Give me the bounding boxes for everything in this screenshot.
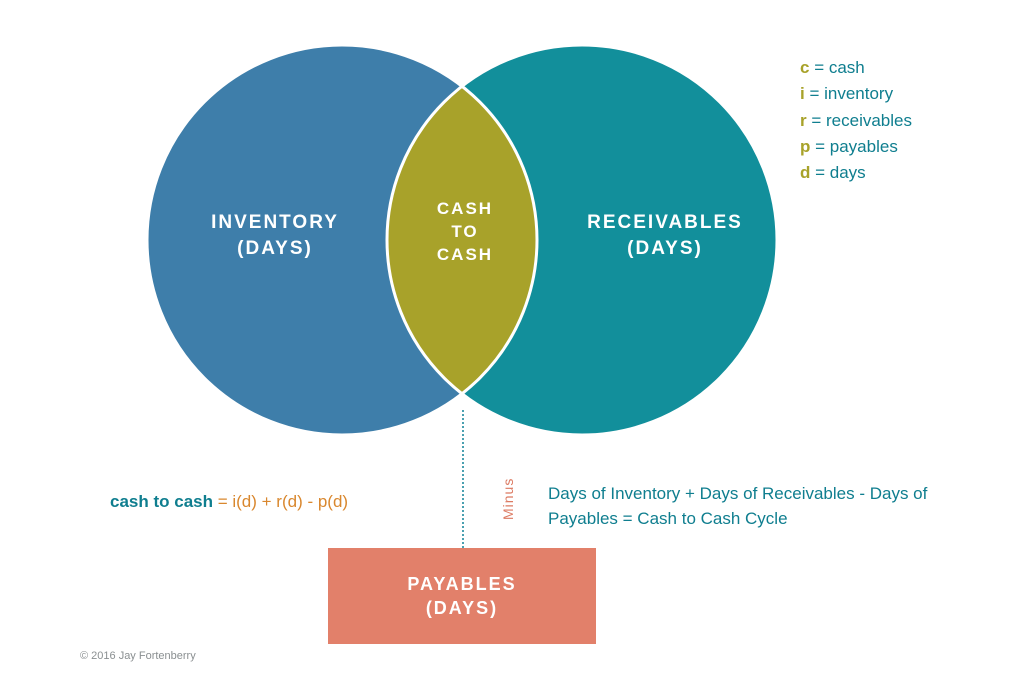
legend: c = cashi = inventoryr = receivablesp = …	[800, 55, 912, 187]
receivables-label: RECEIVABLES (DAYS)	[565, 210, 765, 261]
cash-to-cash-label: CASH TO CASH	[430, 198, 500, 267]
minus-label: Minus	[500, 478, 516, 520]
legend-def: = days	[810, 163, 865, 182]
formula-lhs: cash to cash	[110, 492, 213, 511]
legend-row: d = days	[800, 160, 912, 186]
legend-row: r = receivables	[800, 108, 912, 134]
connector-line	[462, 410, 464, 548]
formula-rhs: = i(d) + r(d) - p(d)	[213, 492, 348, 511]
legend-key: d	[800, 163, 810, 182]
diagram-stage: INVENTORY (DAYS) RECEIVABLES (DAYS) CASH…	[0, 0, 1024, 686]
legend-def: = payables	[810, 137, 897, 156]
payables-label-line1: PAYABLES	[407, 574, 516, 594]
cash-to-cash-line2: TO	[451, 222, 478, 241]
legend-row: i = inventory	[800, 81, 912, 107]
cash-to-cash-line1: CASH	[437, 199, 493, 218]
legend-def: = receivables	[807, 111, 912, 130]
receivables-label-line2: (DAYS)	[627, 238, 703, 259]
inventory-label-line1: INVENTORY	[211, 212, 339, 233]
payables-label-line2: (DAYS)	[426, 598, 498, 618]
legend-row: c = cash	[800, 55, 912, 81]
payables-box: PAYABLES (DAYS)	[328, 548, 596, 644]
receivables-label-line1: RECEIVABLES	[587, 212, 743, 233]
legend-row: p = payables	[800, 134, 912, 160]
explanation-text: Days of Inventory + Days of Receivables …	[548, 482, 928, 531]
legend-def: = cash	[809, 58, 864, 77]
legend-def: = inventory	[805, 84, 893, 103]
inventory-label: INVENTORY (DAYS)	[180, 210, 370, 261]
legend-key: r	[800, 111, 807, 130]
inventory-label-line2: (DAYS)	[237, 238, 313, 259]
formula: cash to cash = i(d) + r(d) - p(d)	[110, 492, 348, 512]
cash-to-cash-line3: CASH	[437, 245, 493, 264]
copyright-text: © 2016 Jay Fortenberry	[80, 650, 196, 662]
legend-key: p	[800, 137, 810, 156]
